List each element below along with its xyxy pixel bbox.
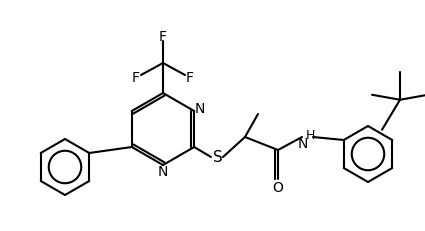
Text: N: N <box>194 102 204 116</box>
Text: F: F <box>159 30 167 44</box>
Text: N: N <box>298 137 308 150</box>
Text: O: O <box>272 180 283 194</box>
Text: F: F <box>186 71 194 85</box>
Text: S: S <box>213 150 223 165</box>
Text: N: N <box>158 164 168 178</box>
Text: H: H <box>305 129 314 142</box>
Text: F: F <box>132 71 140 85</box>
